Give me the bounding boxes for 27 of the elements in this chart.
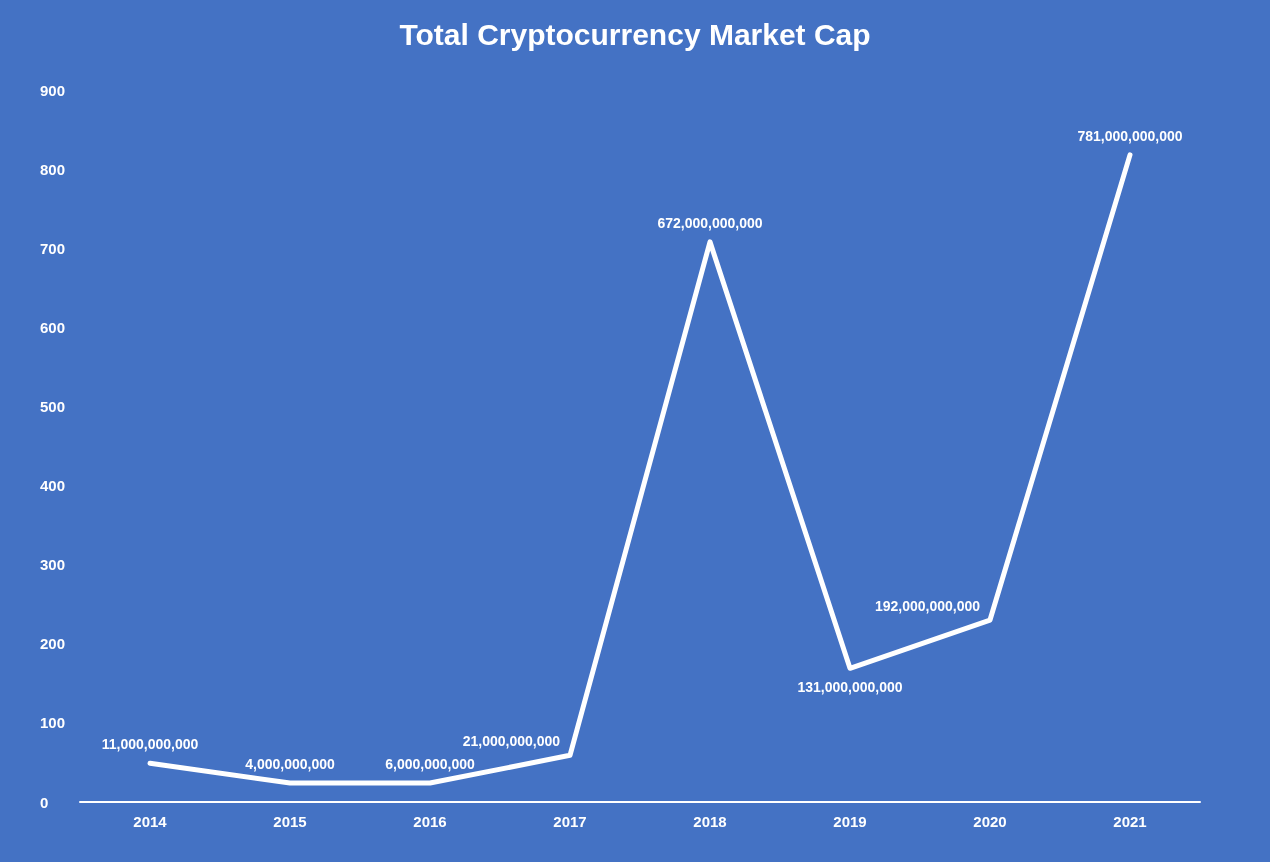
y-tick-label: 200 — [40, 635, 66, 653]
chart-title: Total Cryptocurrency Market Cap — [399, 17, 871, 51]
annotation: 6,000,000,000 — [385, 756, 475, 773]
x-tick-label: 2017 — [553, 813, 587, 830]
y-tick-label: 900 — [40, 81, 66, 99]
y-tick-label: 600 — [40, 318, 66, 336]
y-tick-label: 400 — [40, 477, 66, 495]
annotation: 781,000,000,000 — [1077, 127, 1183, 144]
annotation: 11,000,000,000 — [101, 736, 199, 753]
y-tick-label: 500 — [40, 397, 66, 415]
y-tick-label: 100 — [40, 714, 66, 732]
y-tick-label: 300 — [40, 556, 66, 574]
y-tick-label: 800 — [40, 160, 66, 178]
annotation: 672,000,000,000 — [657, 214, 763, 231]
x-tick-label: 2018 — [693, 813, 727, 830]
annotation: 131,000,000,000 — [797, 679, 903, 696]
y-tick-label: 700 — [40, 239, 66, 257]
x-tick-label: 2014 — [133, 813, 168, 830]
x-tick-label: 2020 — [973, 813, 1007, 830]
annotation: 192,000,000,000 — [874, 598, 981, 615]
annotation: 21,000,000,000 — [462, 733, 561, 750]
y-tick-label: 0 — [40, 793, 49, 811]
x-tick-label: 2021 — [1113, 813, 1147, 830]
x-tick-label: 2015 — [273, 813, 307, 830]
annotation: 4,000,000,000 — [245, 756, 335, 773]
x-tick-label: 2019 — [833, 813, 867, 830]
x-tick-label: 2016 — [413, 813, 447, 830]
